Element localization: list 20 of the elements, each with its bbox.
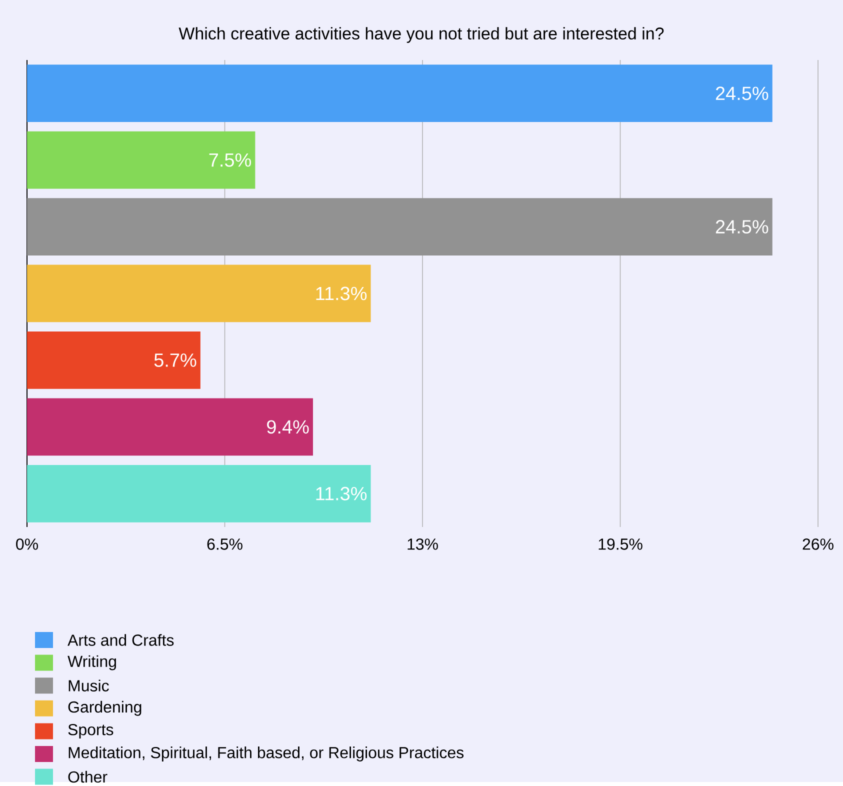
x-tick-label: 19.5% (598, 538, 642, 550)
legend-label: Gardening (68, 700, 142, 716)
legend-label: Writing (68, 655, 116, 670)
x-tick-label: 26% (802, 538, 834, 550)
legend-label: Sports (68, 724, 114, 738)
x-tick-label: 0% (16, 538, 38, 550)
chart-title: Which creative activities have you not tried but are interested in? (178, 27, 664, 43)
legend-label: Other (68, 770, 108, 783)
data-label: 24.5% (716, 86, 768, 100)
x-tick-label: 6.5% (207, 538, 242, 550)
data-label: 11.3% (316, 486, 367, 500)
data-label: 5.7% (154, 354, 196, 367)
data-label: 24.5% (716, 220, 768, 234)
legend-label: Arts and Crafts (68, 634, 174, 646)
data-label: 11.3% (316, 286, 367, 300)
legend-label: Music (68, 680, 109, 692)
legend-label: Meditation, Spiritual, Faith based, or Religious Practices (68, 746, 464, 762)
data-label: 9.4% (267, 420, 309, 434)
x-tick-label: 13% (408, 538, 438, 550)
data-label: 7.5% (209, 153, 251, 167)
